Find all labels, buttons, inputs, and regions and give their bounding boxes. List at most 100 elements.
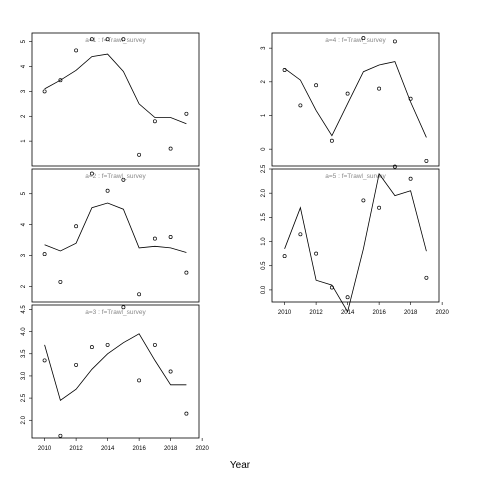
observed-point — [282, 68, 287, 72]
observed-point — [168, 146, 173, 151]
x-axis-label: Year — [229, 460, 251, 471]
observed-point — [42, 252, 47, 257]
x-tick-label: 2016 — [132, 446, 146, 452]
panel-frame — [31, 304, 200, 439]
x-tick-label: 2018 — [404, 310, 418, 316]
observed-point — [314, 251, 319, 256]
panel-frame — [31, 168, 200, 303]
panel-title: a=5 : f=Trawl_survey — [325, 173, 386, 180]
x-tick-label: 2020 — [195, 446, 209, 452]
observed-point — [377, 205, 382, 210]
observed-point — [105, 342, 110, 347]
observed-point — [42, 358, 47, 363]
observed-point — [152, 236, 157, 241]
observed-point — [184, 111, 189, 116]
observed-point — [168, 235, 173, 239]
panel-title: a=3 : f=Trawl_survey — [85, 309, 146, 316]
observed-point — [137, 152, 142, 157]
panel-5: a=3 : f=Trawl_survey 2.0 2.5 3.0 3.5 4.0 4.5 20… — [21, 304, 209, 452]
x-tick-label: 2010 — [278, 310, 292, 316]
observed-point — [424, 158, 429, 163]
observed-point — [345, 295, 350, 300]
y-tick-label: 0.0 — [261, 285, 267, 294]
observed-point — [74, 224, 79, 229]
panel-title: a=4 : f=Trawl_survey — [325, 37, 386, 44]
panel-frame — [31, 32, 200, 167]
observed-point — [121, 37, 126, 42]
fitted-line — [284, 172, 427, 313]
x-tick-label: 2014 — [341, 310, 355, 316]
y-tick-label: 4 — [21, 222, 27, 226]
observed-point — [168, 369, 173, 374]
y-tick-label: 4 — [21, 64, 27, 68]
observed-point — [392, 164, 397, 169]
panel-frame — [271, 32, 440, 167]
fitted-line — [284, 61, 427, 138]
y-tick-label: 0.5 — [261, 261, 267, 270]
observed-point — [408, 96, 413, 101]
y-tick-label: 1 — [21, 139, 27, 143]
y-tick-label: 2 — [21, 284, 27, 288]
fitted-line — [44, 202, 187, 253]
observed-point — [392, 39, 397, 44]
y-tick-label: 2.5 — [261, 164, 267, 173]
observed-point — [89, 345, 94, 350]
x-tick-label: 2020 — [435, 310, 449, 316]
observed-point — [408, 176, 413, 181]
panel-4: a=5 : f=Trawl_survey 0.0 0.5 1.0 1.5 2.0 2.5 20… — [261, 164, 449, 316]
observed-point — [137, 292, 142, 297]
observed-point — [361, 36, 366, 41]
y-tick-label: 1.5 — [261, 213, 267, 222]
observed-point — [137, 378, 142, 383]
observed-point — [105, 37, 110, 42]
observed-point — [424, 275, 429, 280]
observed-point — [184, 270, 189, 275]
observed-point — [152, 342, 157, 347]
y-tick-label: 3 — [261, 46, 267, 50]
y-tick-label: 2 — [261, 79, 267, 83]
observed-point — [314, 83, 319, 88]
y-tick-label: 3 — [21, 89, 27, 93]
observed-point — [298, 232, 303, 237]
y-tick-label: 2 — [21, 114, 27, 118]
y-tick-label: 3 — [21, 253, 27, 257]
y-tick-label: 0 — [261, 147, 267, 151]
observed-point — [329, 138, 334, 143]
x-tick-label: 2018 — [164, 446, 178, 452]
observed-point — [361, 198, 366, 203]
observed-point — [121, 305, 126, 310]
x-tick-label: 2014 — [101, 446, 115, 452]
observed-point — [42, 89, 47, 94]
fitted-line — [44, 333, 187, 401]
y-tick-label: 1.0 — [261, 237, 267, 246]
x-tick-label: 2016 — [372, 310, 386, 316]
observed-point — [377, 86, 382, 91]
observed-point — [184, 411, 189, 416]
y-tick-label: 5 — [21, 39, 27, 43]
y-tick-label: 4.0 — [21, 327, 27, 336]
y-tick-label: 4.5 — [21, 305, 27, 314]
y-tick-label: 1 — [261, 113, 267, 117]
y-tick-label: 2.0 — [261, 188, 267, 197]
panel-2: a=4 : f=Trawl_survey 0 1 2 3 — [261, 32, 440, 167]
observed-point — [74, 48, 79, 53]
observed-point — [105, 188, 110, 193]
panel-frame — [271, 168, 440, 303]
y-tick-label: 5 — [21, 191, 27, 195]
observed-point — [298, 103, 303, 108]
observed-point — [89, 171, 94, 176]
observed-point — [89, 37, 94, 42]
observed-point — [58, 78, 63, 83]
panel-3: a=2 : f=Trawl_survey 2 3 4 5 — [21, 168, 200, 303]
observed-point — [58, 279, 63, 284]
panel-title: a=1 : f=Trawl_survey — [85, 37, 146, 44]
panel-title: a=2 : f=Trawl_survey — [85, 173, 146, 180]
x-tick-label: 2012 — [309, 310, 323, 316]
y-tick-label: 2.0 — [21, 415, 27, 424]
panel-1: a=1 : f=Trawl_survey 1 2 3 4 5 — [21, 32, 200, 167]
y-tick-label: 3.5 — [21, 349, 27, 358]
x-tick-label: 2010 — [38, 446, 52, 452]
y-tick-label: 3.0 — [21, 371, 27, 380]
y-tick-label: 2.5 — [21, 393, 27, 402]
